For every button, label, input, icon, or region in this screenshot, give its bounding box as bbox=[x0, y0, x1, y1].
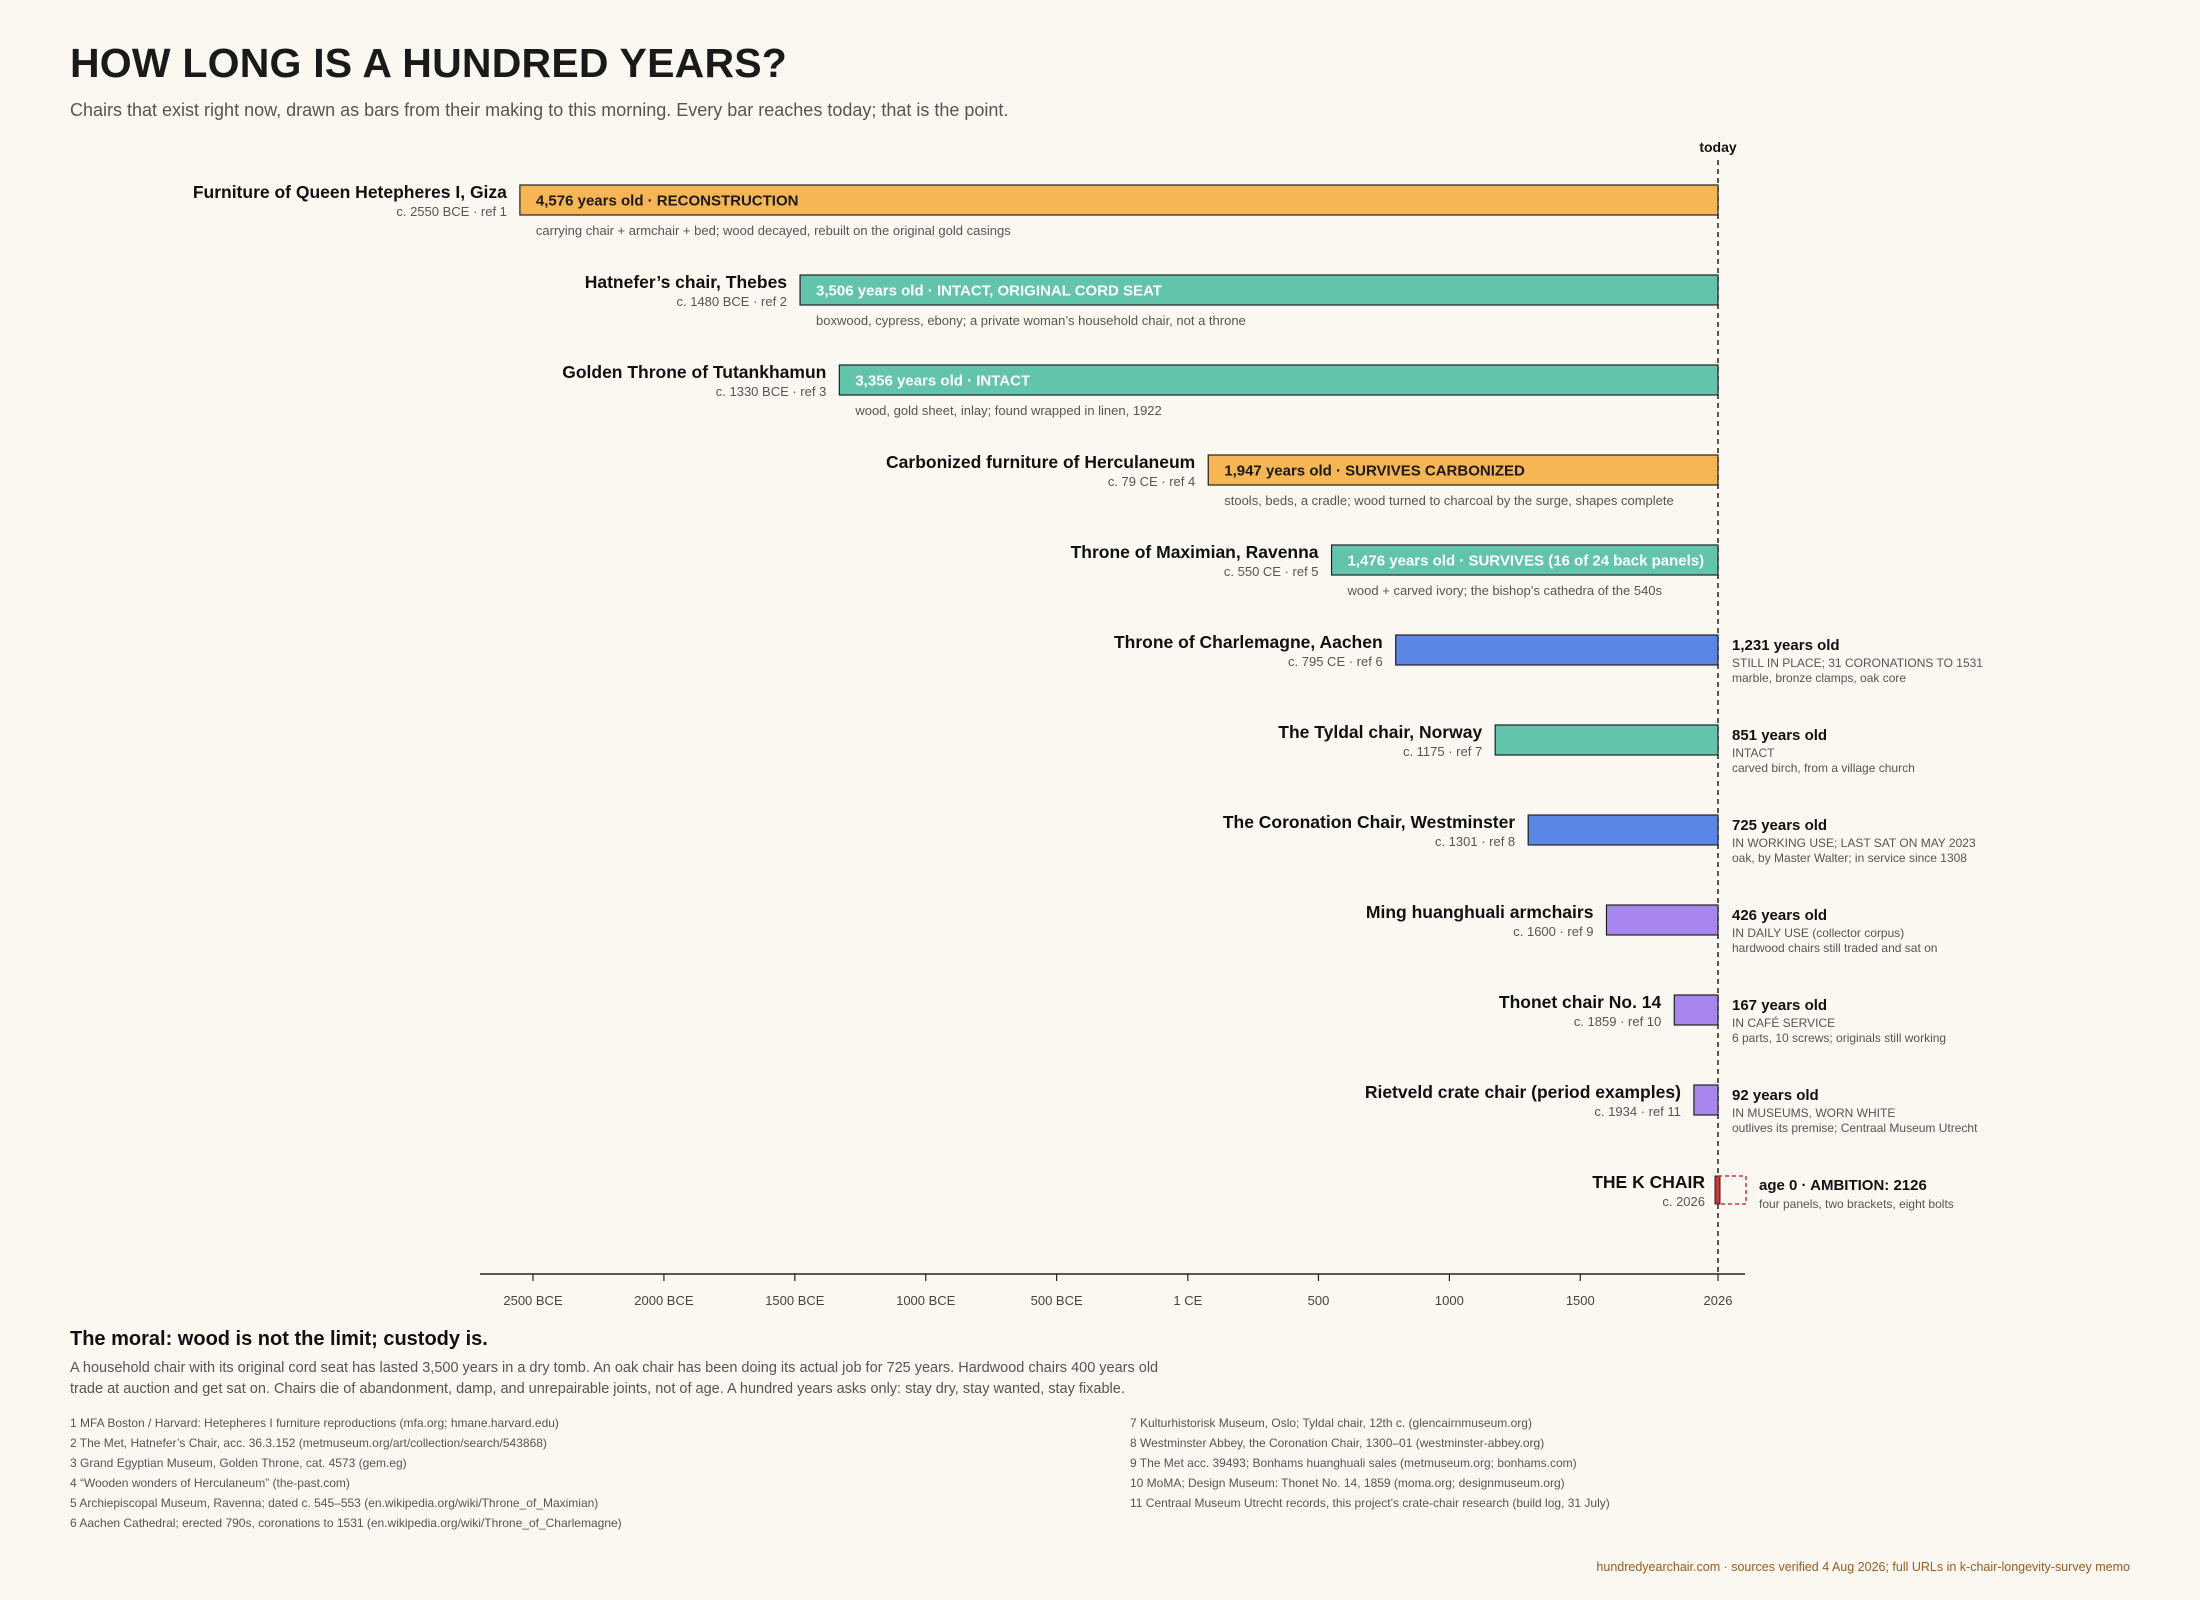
references-right: 7 Kulturhistorisk Museum, Oslo; Tyldal c… bbox=[1130, 1413, 1610, 1513]
x-tick-label: 2026 bbox=[1704, 1293, 1733, 1308]
row-age: 426 years old bbox=[1732, 907, 1827, 924]
timeline-chart: today Furniture of Queen Hetepheres I, Gi… bbox=[193, 139, 1983, 1308]
chart-title: HOW LONG IS A HUNDRED YEARS? bbox=[70, 40, 788, 86]
bar-8 bbox=[1605, 904, 1719, 936]
bar-4 bbox=[1330, 544, 1719, 576]
row-status: IN MUSEUMS, WORN WHITE bbox=[1732, 1106, 1895, 1120]
references-left: 1 MFA Boston / Harvard: Hetepheres I fur… bbox=[70, 1413, 622, 1533]
row-date: c. 1859 · ref 10 bbox=[1574, 1014, 1661, 1029]
row-status: IN DAILY USE (collector corpus) bbox=[1732, 926, 1904, 940]
row-name: Hatnefer’s chair, Thebes bbox=[585, 272, 788, 292]
x-tick-label: 1000 bbox=[1435, 1293, 1464, 1308]
bar-age-label: 4,576 years old · RECONSTRUCTION bbox=[536, 193, 799, 210]
bar-age-label: 1,476 years old · SURVIVES (16 of 24 bac… bbox=[1348, 553, 1705, 570]
reference-item: 10 MoMA; Design Museum: Thonet No. 14, 1… bbox=[1130, 1476, 1565, 1490]
reference-item: 9 The Met acc. 39493; Bonhams huanghuali… bbox=[1130, 1456, 1577, 1470]
row-age: 725 years old bbox=[1732, 817, 1827, 834]
row-date: c. 1600 · ref 9 bbox=[1513, 924, 1593, 939]
bar-5 bbox=[1395, 634, 1719, 666]
x-tick-label: 500 bbox=[1308, 1293, 1330, 1308]
row-date: c. 2550 BCE · ref 1 bbox=[396, 204, 507, 219]
bar-1 bbox=[799, 274, 1719, 306]
reference-item: 5 Archiepiscopal Museum, Ravenna; dated … bbox=[70, 1496, 599, 1510]
row-name: Carbonized furniture of Herculaneum bbox=[886, 452, 1195, 472]
bar-age-label: 3,356 years old · INTACT bbox=[855, 373, 1030, 390]
bar-9 bbox=[1673, 994, 1719, 1026]
row-note: four panels, two brackets, eight bolts bbox=[1759, 1197, 1954, 1211]
row-status: STILL IN PLACE; 31 CORONATIONS TO 1531 bbox=[1732, 656, 1983, 670]
x-tick-label: 2000 BCE bbox=[634, 1293, 694, 1308]
row-note: 6 parts, 10 screws; originals still work… bbox=[1732, 1031, 1946, 1045]
reference-item: 1 MFA Boston / Harvard: Hetepheres I fur… bbox=[70, 1416, 559, 1430]
bar-age-label: 1,947 years old · SURVIVES CARBONIZED bbox=[1224, 463, 1525, 480]
row-status: INTACT bbox=[1732, 746, 1775, 760]
reference-item: 3 Grand Egyptian Museum, Golden Throne, … bbox=[70, 1456, 407, 1470]
x-tick-label: 1000 BCE bbox=[896, 1293, 956, 1308]
row-note: outlives its premise; Centraal Museum Ut… bbox=[1732, 1121, 1978, 1135]
moral-heading: The moral: wood is not the limit; custod… bbox=[70, 1328, 488, 1350]
row-status: IN CAFÉ SERVICE bbox=[1732, 1015, 1835, 1030]
x-tick-label: 500 BCE bbox=[1031, 1293, 1083, 1308]
row-note: hardwood chairs still traded and sat on bbox=[1732, 941, 1937, 955]
footer-credit: hundredyearchair.com · sources verified … bbox=[1596, 1560, 2130, 1574]
row-date: c. 550 CE · ref 5 bbox=[1224, 564, 1319, 579]
x-tick-label: 1500 bbox=[1566, 1293, 1595, 1308]
x-tick-label: 1 CE bbox=[1173, 1293, 1202, 1308]
row-name: Rietveld crate chair (period examples) bbox=[1365, 1082, 1681, 1102]
row-date: c. 1175 · ref 7 bbox=[1403, 744, 1482, 759]
x-tick-label: 2500 BCE bbox=[503, 1293, 563, 1308]
row-status: IN WORKING USE; LAST SAT ON MAY 2023 bbox=[1732, 836, 1976, 850]
row-note: oak, by Master Walter; in service since … bbox=[1732, 851, 1967, 865]
x-tick-label: 1500 BCE bbox=[765, 1293, 825, 1308]
bar-age-label: 3,506 years old · INTACT, ORIGINAL CORD … bbox=[816, 283, 1162, 300]
row-note: stools, beds, a cradle; wood turned to c… bbox=[1224, 493, 1673, 508]
chart-subtitle: Chairs that exist right now, drawn as ba… bbox=[70, 100, 1009, 120]
row-name: Thonet chair No. 14 bbox=[1499, 992, 1662, 1012]
reference-item: 6 Aachen Cathedral; erected 790s, corona… bbox=[70, 1516, 622, 1530]
today-label: today bbox=[1699, 139, 1737, 155]
row-age: 92 years old bbox=[1732, 1087, 1819, 1104]
row-age: 167 years old bbox=[1732, 997, 1827, 1014]
bar-7 bbox=[1527, 814, 1719, 846]
bar-6 bbox=[1494, 724, 1719, 756]
row-date: c. 79 CE · ref 4 bbox=[1108, 474, 1195, 489]
reference-item: 2 The Met, Hatnefer’s Chair, acc. 36.3.1… bbox=[70, 1436, 547, 1450]
row-name: Throne of Charlemagne, Aachen bbox=[1114, 632, 1383, 652]
row-date: c. 1301 · ref 8 bbox=[1435, 834, 1515, 849]
bar-2 bbox=[838, 364, 1719, 396]
reference-item: 7 Kulturhistorisk Museum, Oslo; Tyldal c… bbox=[1130, 1416, 1532, 1430]
ambition-outline bbox=[1717, 1175, 1747, 1205]
row-name: THE K CHAIR bbox=[1592, 1172, 1705, 1192]
row-note: boxwood, cypress, ebony; a private woman… bbox=[816, 313, 1246, 328]
reference-item: 8 Westminster Abbey, the Coronation Chai… bbox=[1130, 1436, 1545, 1450]
bar-3 bbox=[1207, 454, 1719, 486]
row-name: Furniture of Queen Hetepheres I, Giza bbox=[193, 182, 507, 202]
row-date: c. 2026 bbox=[1662, 1194, 1705, 1209]
row-age: 1,231 years old bbox=[1732, 637, 1840, 654]
row-age: 851 years old bbox=[1732, 727, 1827, 744]
row-note: carved birch, from a village church bbox=[1732, 761, 1915, 775]
row-name: Golden Throne of Tutankhamun bbox=[562, 362, 826, 382]
row-note: carrying chair + armchair + bed; wood de… bbox=[536, 223, 1011, 238]
ambition-label: age 0 · AMBITION: 2126 bbox=[1759, 1177, 1927, 1194]
row-note: wood + carved ivory; the bishop’s cathed… bbox=[1347, 583, 1663, 598]
row-date: c. 1330 BCE · ref 3 bbox=[716, 384, 827, 399]
moral-body: A household chair with its original cord… bbox=[70, 1360, 1159, 1397]
row-date: c. 795 CE · ref 6 bbox=[1288, 654, 1383, 669]
row-date: c. 1934 · ref 11 bbox=[1594, 1104, 1680, 1119]
reference-item: 4 “Wooden wonders of Herculaneum” (the-p… bbox=[70, 1476, 350, 1490]
row-note: marble, bronze clamps, oak core bbox=[1732, 671, 1906, 685]
row-name: The Coronation Chair, Westminster bbox=[1223, 812, 1516, 832]
bar-10 bbox=[1693, 1084, 1719, 1116]
row-name: The Tyldal chair, Norway bbox=[1278, 722, 1482, 742]
bar-0 bbox=[519, 184, 1719, 216]
row-note: wood, gold sheet, inlay; found wrapped i… bbox=[854, 403, 1161, 418]
row-date: c. 1480 BCE · ref 2 bbox=[676, 294, 787, 309]
reference-item: 11 Centraal Museum Utrecht records, this… bbox=[1130, 1496, 1610, 1510]
row-name: Throne of Maximian, Ravenna bbox=[1071, 542, 1319, 562]
row-name: Ming huanghuali armchairs bbox=[1366, 902, 1594, 922]
